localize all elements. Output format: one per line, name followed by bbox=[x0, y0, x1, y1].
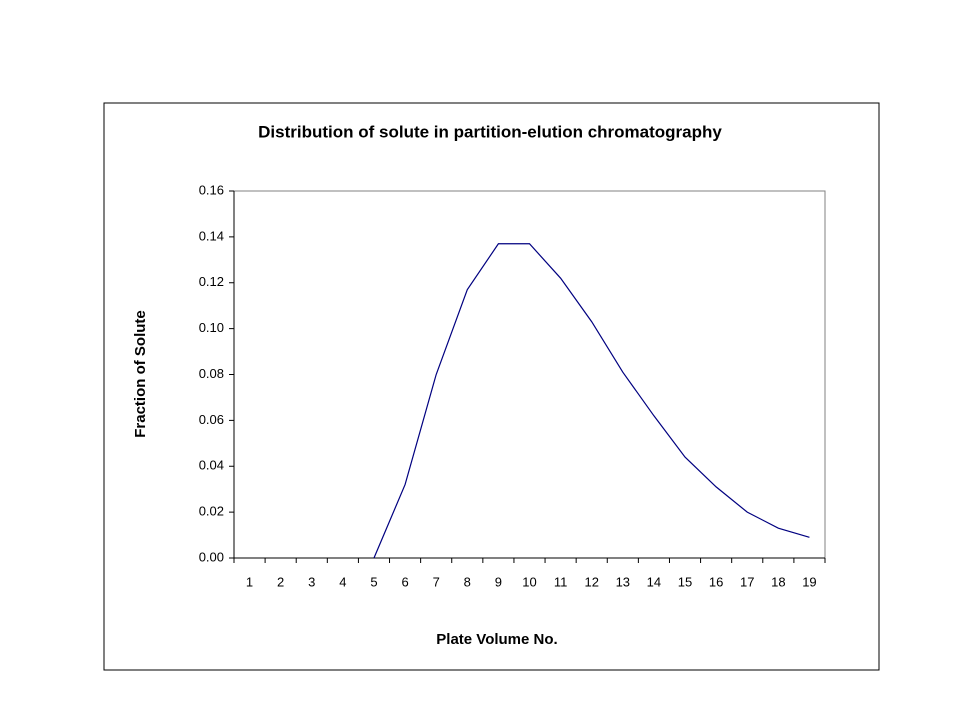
x-tick-label: 6 bbox=[401, 574, 408, 589]
y-tick-label: 0.16 bbox=[199, 182, 224, 197]
x-tick-label: 16 bbox=[709, 574, 723, 589]
y-tick-label: 0.10 bbox=[199, 320, 224, 335]
y-tick-label: 0.00 bbox=[199, 549, 224, 564]
y-tick-label: 0.14 bbox=[199, 228, 224, 243]
y-tick-label: 0.08 bbox=[199, 366, 224, 381]
x-tick-label: 19 bbox=[802, 574, 816, 589]
y-tick-label: 0.12 bbox=[199, 274, 224, 289]
x-tick-label: 8 bbox=[464, 574, 471, 589]
plot-area bbox=[233, 190, 826, 559]
x-tick-label: 14 bbox=[647, 574, 661, 589]
x-tick-label: 5 bbox=[370, 574, 377, 589]
x-tick-label: 11 bbox=[554, 574, 568, 589]
y-tick-label: 0.06 bbox=[199, 412, 224, 427]
x-tick-label: 13 bbox=[616, 574, 630, 589]
y-tick-label: 0.04 bbox=[199, 458, 224, 473]
x-tick-label: 2 bbox=[277, 574, 284, 589]
chart-title: Distribution of solute in partition-elut… bbox=[258, 122, 722, 141]
x-tick-label: 12 bbox=[584, 574, 598, 589]
y-axis-title: Fraction of Solute bbox=[132, 310, 149, 438]
x-tick-label: 4 bbox=[339, 574, 346, 589]
x-tick-label: 10 bbox=[522, 574, 536, 589]
x-tick-label: 17 bbox=[740, 574, 754, 589]
y-tick-label: 0.02 bbox=[199, 504, 224, 519]
x-tick-label: 3 bbox=[308, 574, 315, 589]
x-tick-label: 18 bbox=[771, 574, 785, 589]
x-tick-label: 9 bbox=[495, 574, 502, 589]
x-tick-label: 1 bbox=[246, 574, 253, 589]
x-tick-label: 7 bbox=[433, 574, 440, 589]
data-line bbox=[373, 243, 810, 559]
x-axis-title: Plate Volume No. bbox=[436, 631, 557, 648]
x-tick-label: 15 bbox=[678, 574, 692, 589]
